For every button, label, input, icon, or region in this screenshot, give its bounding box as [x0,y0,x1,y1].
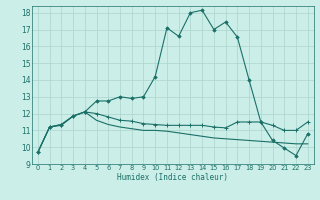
X-axis label: Humidex (Indice chaleur): Humidex (Indice chaleur) [117,173,228,182]
